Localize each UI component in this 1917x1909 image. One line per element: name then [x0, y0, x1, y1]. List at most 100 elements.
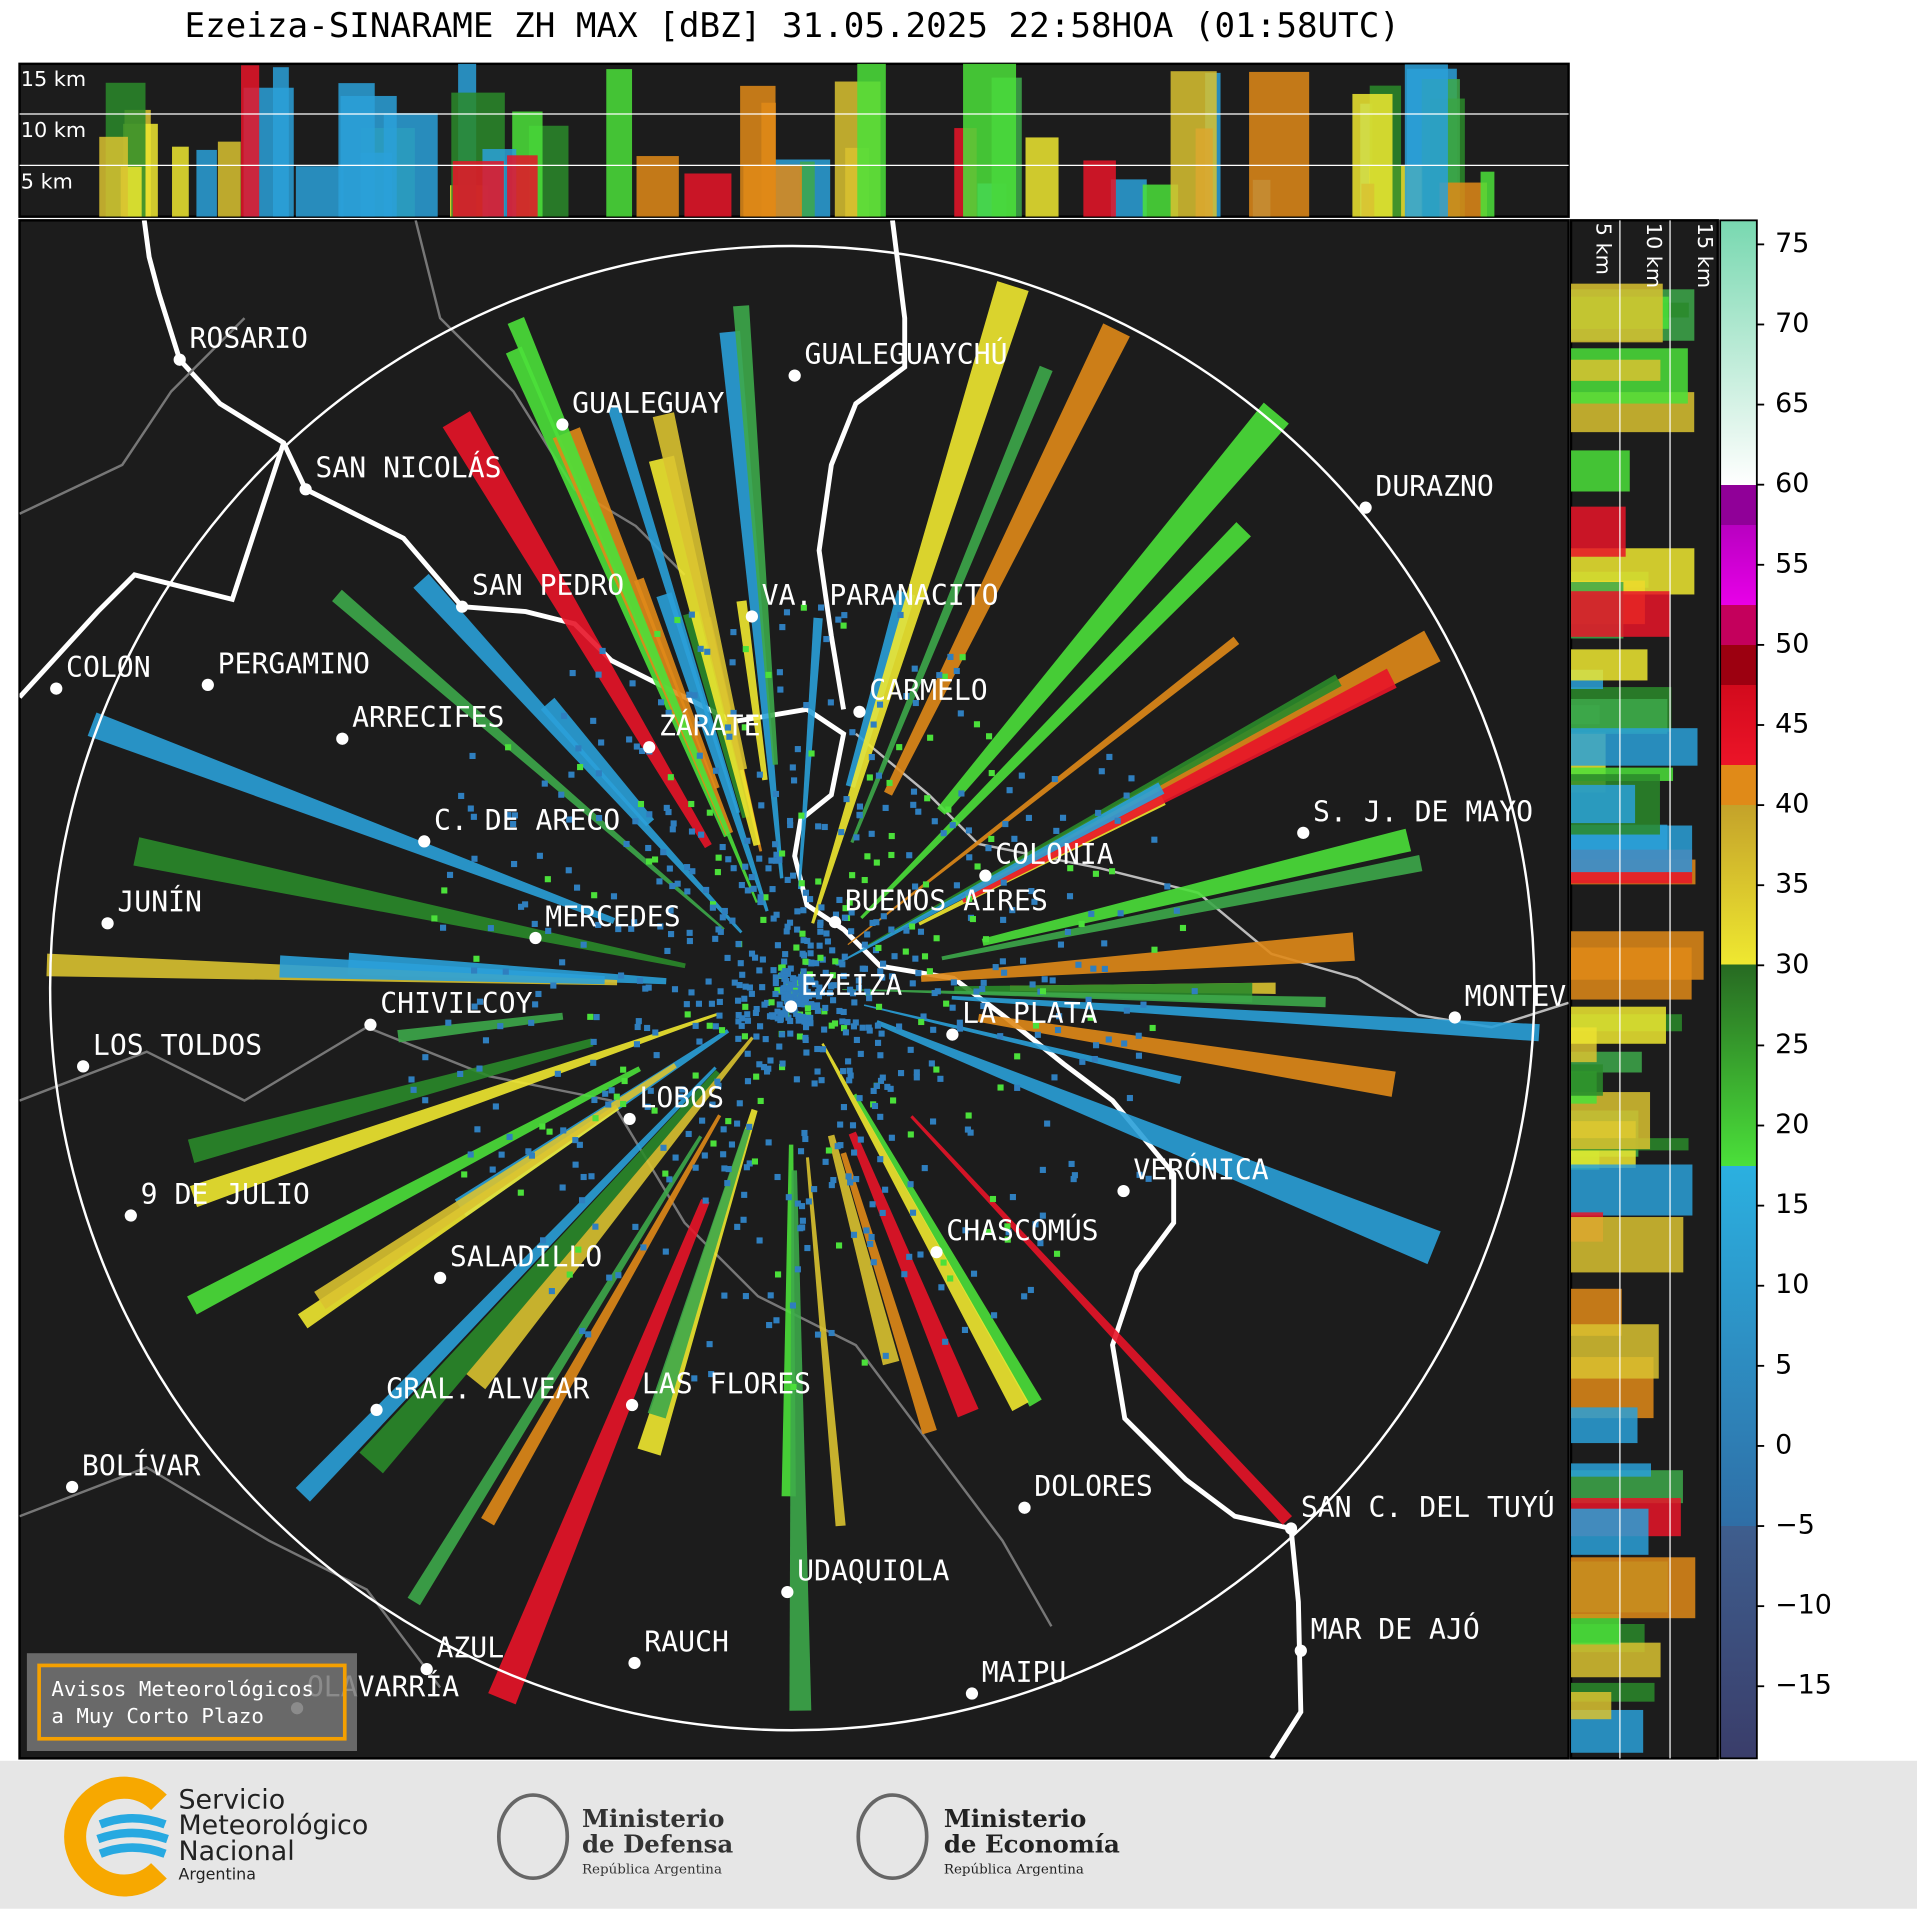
clutter: [868, 1233, 875, 1241]
radar-echo: [821, 1043, 1029, 1412]
radar-echo: [634, 577, 720, 790]
city-label: SALADILLO: [450, 1240, 602, 1273]
clutter: [831, 1020, 839, 1027]
clutter: [841, 612, 848, 619]
clutter: [837, 1121, 844, 1128]
clutter: [798, 973, 805, 980]
clutter: [692, 1164, 699, 1171]
clutter: [791, 995, 798, 1002]
economia-logo: Ministerio de Economía República Argenti…: [856, 1793, 1120, 1880]
clutter: [735, 997, 742, 1004]
clutter: [772, 841, 779, 848]
clutter: [776, 1043, 783, 1050]
colorbar-tick-label: 20: [1775, 1109, 1809, 1140]
clutter: [891, 953, 898, 960]
clutter: [1095, 809, 1102, 816]
clutter: [737, 960, 744, 967]
clutter: [909, 1209, 917, 1216]
clutter: [792, 989, 799, 996]
clutter: [849, 872, 856, 879]
clutter: [807, 896, 814, 903]
clutter: [774, 1271, 782, 1278]
clutter: [1121, 1040, 1128, 1047]
clutter: [861, 941, 868, 948]
clutter: [652, 856, 659, 863]
clutter: [721, 1292, 728, 1299]
radar-echo: [442, 411, 712, 849]
clutter: [782, 968, 789, 975]
clutter: [774, 942, 781, 949]
top-echo: [684, 173, 732, 217]
clutter: [636, 977, 644, 984]
top-echo: [606, 69, 633, 217]
colorbar-tick-label: 65: [1775, 388, 1809, 419]
clutter: [458, 792, 465, 799]
clutter: [1053, 827, 1060, 834]
clutter: [864, 853, 871, 860]
clutter: [768, 999, 775, 1006]
clutter: [818, 989, 825, 996]
colorbar-ticks: −15 −10 −5 0 5 10 15 20 25 30 35 40 45 50 55 60 65 70 75: [1756, 228, 1832, 1701]
clutter: [725, 856, 732, 863]
clutter: [835, 616, 842, 623]
clutter: [991, 1312, 998, 1319]
clutter: [816, 984, 823, 991]
clutter: [734, 1120, 741, 1127]
clutter: [566, 816, 573, 823]
defensa-logo: Ministerio de Defensa República Argentin…: [496, 1793, 733, 1880]
city-dot: [336, 732, 349, 745]
radar-echo: [860, 522, 1251, 920]
clutter: [832, 911, 840, 918]
radar-echo: [407, 1135, 703, 1606]
clutter: [592, 1115, 599, 1122]
clutter: [1021, 1293, 1028, 1300]
city-label: SAN NICOLÁS: [315, 451, 501, 485]
clutter: [467, 1151, 474, 1158]
clutter: [988, 835, 995, 843]
radar-echo: [187, 1038, 594, 1163]
clutter: [735, 940, 742, 948]
city-dot: [1117, 1184, 1130, 1198]
radar-echo: [466, 1036, 754, 1390]
clutter: [742, 863, 749, 870]
warning-box[interactable]: [37, 1663, 347, 1741]
clutter: [546, 1128, 553, 1135]
clutter: [841, 953, 848, 960]
clutter: [642, 985, 649, 992]
clutter: [811, 1080, 818, 1087]
clutter: [744, 1078, 752, 1085]
clutter: [595, 921, 602, 928]
clutter: [950, 979, 957, 986]
clutter: [573, 884, 581, 891]
clutter: [662, 1170, 669, 1177]
clutter: [572, 1137, 579, 1144]
clutter: [446, 871, 454, 878]
clutter: [511, 860, 518, 868]
clutter: [779, 1064, 786, 1071]
clutter: [591, 1096, 598, 1104]
top-echo: [196, 149, 217, 217]
clutter: [841, 1025, 848, 1032]
clutter: [861, 965, 869, 972]
radar-echo: [279, 955, 605, 985]
clutter: [1087, 1014, 1094, 1021]
clutter: [470, 813, 477, 820]
clutter: [615, 1272, 622, 1279]
clutter: [830, 982, 837, 989]
clutter: [815, 878, 822, 885]
clutter: [770, 1013, 777, 1020]
colorbar-tick-label: 55: [1775, 548, 1809, 579]
clutter: [595, 671, 602, 678]
clutter: [849, 729, 856, 736]
side-echo: [1571, 1508, 1649, 1555]
city-label: LOBOS: [639, 1081, 724, 1114]
clutter: [1005, 1229, 1012, 1236]
top-echo: [1249, 71, 1310, 217]
clutter: [804, 974, 811, 981]
clutter: [781, 973, 788, 980]
clutter: [800, 907, 807, 914]
city-dot: [77, 1060, 90, 1073]
clutter: [778, 1010, 785, 1017]
clutter: [1041, 976, 1048, 983]
clutter: [691, 1375, 698, 1382]
